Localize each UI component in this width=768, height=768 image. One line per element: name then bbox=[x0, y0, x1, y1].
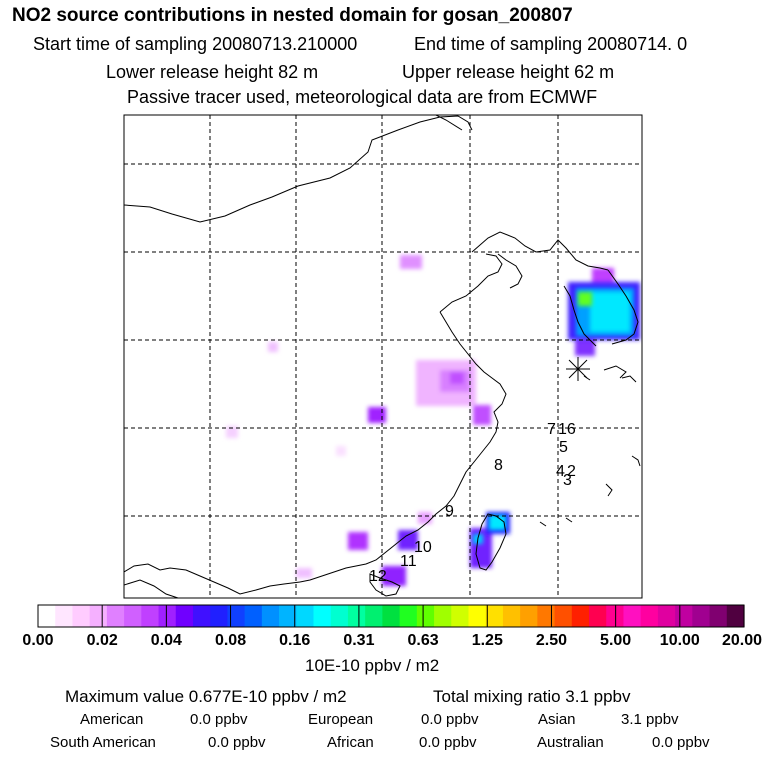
colorbar-cell bbox=[38, 605, 56, 627]
colorbar-cell bbox=[589, 605, 607, 627]
colorbar-cell bbox=[399, 605, 418, 627]
colorbar-cell bbox=[365, 605, 383, 627]
colorbar-cell bbox=[296, 605, 315, 627]
colorbar-cell bbox=[55, 605, 74, 627]
tracer-note-text: Passive tracer used, meteorological data… bbox=[127, 87, 598, 107]
colorbar-cell bbox=[726, 605, 745, 627]
track-label: 16 bbox=[558, 421, 576, 438]
region-value: 0.0 ppbv bbox=[419, 734, 477, 751]
colorbar-tick-label: 0.08 bbox=[214, 632, 247, 649]
region-name: American bbox=[80, 711, 144, 728]
coastlines bbox=[124, 115, 641, 598]
region-value: 0.0 ppbv bbox=[208, 734, 266, 751]
colorbar-tick-label: 0.00 bbox=[22, 632, 54, 649]
maximum-value-text: Maximum value 0.677E-10 ppbv / m2 bbox=[65, 687, 347, 706]
track-label: 3 bbox=[563, 472, 572, 489]
track-label: 5 bbox=[559, 439, 568, 456]
colorbar-cell bbox=[347, 605, 366, 627]
colorbar-cell bbox=[279, 605, 297, 627]
lower-release-text: Lower release height 82 m bbox=[106, 62, 319, 82]
colorbar-cell bbox=[106, 605, 125, 627]
track-label: 4 bbox=[556, 463, 565, 480]
colorbar-cell bbox=[623, 605, 642, 627]
colorbar-cell bbox=[158, 605, 177, 627]
region-value: 0.0 ppbv bbox=[652, 734, 710, 751]
colorbar-tick-label: 0.04 bbox=[150, 632, 182, 649]
taiwan-hotspot bbox=[470, 512, 510, 568]
colorbar-cell bbox=[571, 605, 590, 627]
colorbar-tick-label: 0.02 bbox=[86, 632, 118, 649]
track-label: 12 bbox=[369, 568, 387, 585]
colorbar-cell bbox=[89, 605, 108, 627]
colorbar-cell bbox=[72, 605, 91, 627]
colorbar-cell bbox=[554, 605, 573, 627]
region-value: 0.0 ppbv bbox=[421, 711, 479, 728]
colorbar-tick-label: 10.00 bbox=[659, 632, 700, 649]
receptor-marker bbox=[566, 357, 590, 381]
colorbar-unit: 10E-10 ppbv / m2 bbox=[305, 656, 440, 675]
colorbar-tick-label: 20.00 bbox=[721, 632, 763, 649]
colorbar-tick-label: 5.00 bbox=[600, 632, 632, 649]
colorbar-cell bbox=[244, 605, 263, 627]
grid-lines bbox=[124, 115, 642, 598]
colorbar-cell bbox=[175, 605, 194, 627]
colorbar-cell bbox=[502, 605, 521, 627]
colorbar-cell bbox=[261, 605, 280, 627]
track-label: 2 bbox=[567, 463, 576, 480]
track-label: 7 bbox=[547, 421, 556, 438]
region-value: 0.0 ppbv bbox=[190, 711, 248, 728]
region-name: African bbox=[327, 734, 374, 751]
colorbar-cell bbox=[537, 605, 556, 627]
region-name: Asian bbox=[538, 711, 576, 728]
figure-title: NO2 source contributions in nested domai… bbox=[12, 5, 573, 26]
colorbar-tick-label: 0.31 bbox=[343, 632, 375, 649]
concentration-field bbox=[226, 255, 595, 586]
colorbar-cell bbox=[192, 605, 211, 627]
colorbar-cell bbox=[675, 605, 693, 627]
track-label: 11 bbox=[400, 553, 417, 570]
colorbar-cell bbox=[141, 605, 160, 627]
track-label: 10 bbox=[414, 539, 432, 556]
start-time-text: Start time of sampling 20080713.210000 bbox=[33, 34, 358, 54]
colorbar-tick-label: 2.50 bbox=[535, 632, 568, 649]
colorbar-cell bbox=[124, 605, 142, 627]
region-name: Australian bbox=[537, 734, 604, 751]
upper-release-text: Upper release height 62 m bbox=[402, 62, 615, 82]
map-frame bbox=[123, 114, 643, 599]
colorbar-cell bbox=[210, 605, 229, 627]
colorbar-tick-label: 0.63 bbox=[407, 632, 439, 649]
colorbar-cell bbox=[657, 605, 676, 627]
colorbar-cell bbox=[485, 605, 504, 627]
region-name: South American bbox=[50, 734, 156, 751]
colorbar-cell bbox=[468, 605, 487, 627]
region-name: European bbox=[308, 711, 374, 728]
total-mixing-text: Total mixing ratio 3.1 ppbv bbox=[433, 687, 631, 706]
colorbar-cell bbox=[692, 605, 711, 627]
track-labels: 7 16 5 4 2 3 8 9 10 11 12 bbox=[369, 421, 576, 585]
colorbar-cell bbox=[313, 605, 332, 627]
colorbar-cell bbox=[382, 605, 401, 627]
colorbar-cell bbox=[227, 605, 246, 627]
colorbar-cell bbox=[416, 605, 435, 627]
colorbar-cell bbox=[434, 605, 452, 627]
colorbar-cell bbox=[451, 605, 470, 627]
colorbar-tick-label: 1.25 bbox=[471, 632, 503, 649]
korea-hotspot bbox=[568, 268, 640, 340]
colorbar-cell bbox=[330, 605, 349, 627]
colorbar-cell bbox=[520, 605, 538, 627]
colorbar-cell bbox=[709, 605, 728, 627]
end-time-text: End time of sampling 20080714. 0 bbox=[414, 34, 688, 54]
region-value: 3.1 ppbv bbox=[621, 711, 679, 728]
track-label: 9 bbox=[445, 503, 454, 520]
colorbar-cell bbox=[640, 605, 659, 627]
track-label: 8 bbox=[494, 457, 503, 474]
colorbar-tick-label: 0.16 bbox=[279, 632, 311, 649]
